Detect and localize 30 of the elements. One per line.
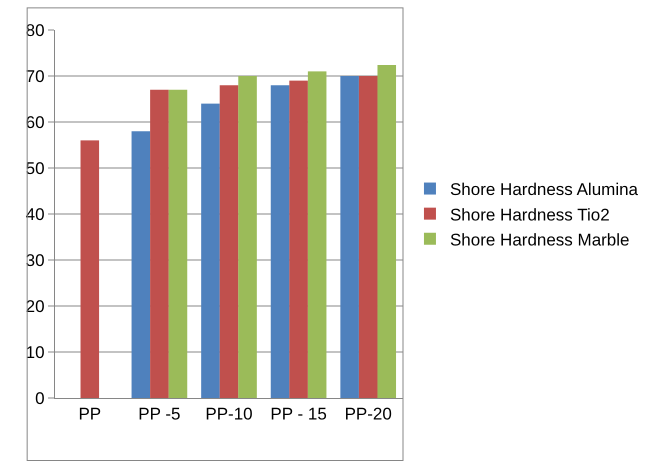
x-tick-label: PP-20 — [344, 404, 392, 424]
bar — [308, 71, 326, 398]
legend-label: Shore Hardness Alumina — [450, 180, 639, 200]
bar — [289, 80, 308, 398]
bar — [270, 85, 290, 398]
x-tick-label: PP — [78, 404, 102, 424]
bar — [220, 85, 238, 398]
y-tick-label: 60 — [26, 112, 45, 132]
y-tick-label: 50 — [26, 158, 45, 178]
y-tick-label: 0 — [35, 388, 45, 408]
bar — [80, 140, 100, 398]
bar — [377, 64, 396, 398]
y-tick-label: 80 — [26, 20, 45, 40]
bar — [238, 76, 257, 398]
bar — [168, 90, 188, 398]
bar — [132, 131, 150, 398]
x-tick-label: PP-10 — [205, 404, 253, 424]
x-tick-label: PP - 15 — [270, 404, 327, 424]
legend-label: Shore Hardness Tio2 — [450, 205, 610, 224]
bar — [340, 76, 359, 398]
bar — [150, 90, 169, 398]
x-tick-label: PP -5 — [138, 404, 181, 424]
y-tick-label: 70 — [26, 66, 45, 86]
y-tick-label: 20 — [26, 296, 45, 316]
bar — [358, 76, 378, 398]
y-tick-label: 40 — [26, 204, 45, 224]
y-tick-label: 30 — [26, 250, 45, 270]
bar — [201, 104, 220, 398]
y-tick-label: 10 — [26, 342, 45, 362]
legend-label: Shore Hardness Marble — [450, 230, 630, 250]
